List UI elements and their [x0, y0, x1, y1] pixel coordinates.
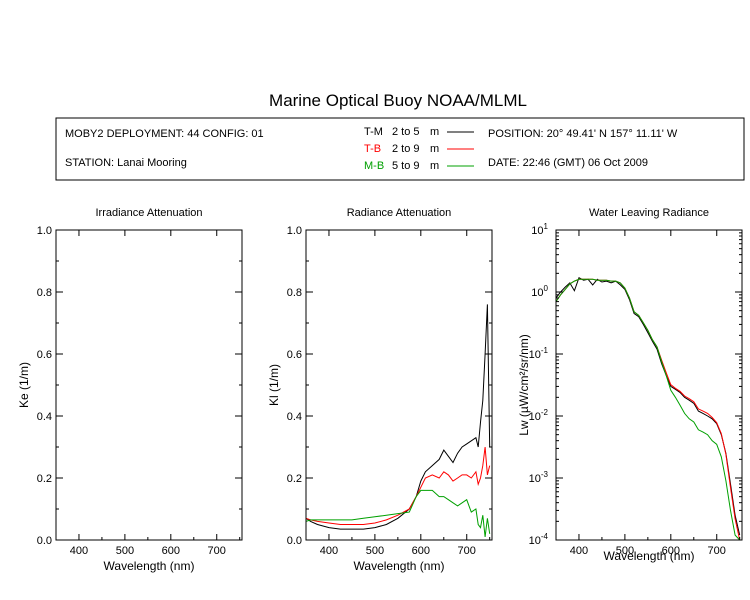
y-tick-label: 10-3 — [529, 470, 549, 485]
y-tick-label: 1.0 — [37, 225, 52, 237]
y-axis-label: Kl (1/m) — [267, 364, 281, 406]
y-tick-label: 1.0 — [287, 225, 302, 237]
series-group — [556, 276, 741, 540]
panel-title: Water Leaving Radiance — [589, 207, 709, 219]
plot-frame — [555, 229, 743, 541]
y-tick-label: 101 — [531, 222, 548, 237]
legend-range: 5 to 9 — [392, 160, 420, 172]
x-tick-label: 400 — [570, 545, 588, 557]
x-tick-label: 600 — [412, 545, 430, 557]
y-tick-label: 0.0 — [37, 535, 52, 547]
plot-frame — [55, 229, 243, 541]
legend-unit: m — [430, 143, 439, 155]
x-axis-label: Wavelength (nm) — [604, 549, 695, 563]
y-tick-label: 0.2 — [37, 473, 52, 485]
x-axis-label: Wavelength (nm) — [354, 559, 445, 573]
irradiance-panel: Irradiance Attenuation 400 500 600 700 0.0 0.2… — [17, 207, 243, 573]
info-box: MOBY2 DEPLOYMENT: 44 CONFIG: 01 STATION:… — [55, 117, 745, 181]
y-tick-label: 0.6 — [287, 349, 302, 361]
date-text: DATE: 22:46 (GMT) 06 Oct 2009 — [488, 157, 648, 169]
legend-range: 2 to 5 — [392, 126, 420, 138]
y-tick-label: 0.6 — [37, 349, 52, 361]
y-tick-label: 100 — [531, 284, 548, 299]
info-box-frame — [55, 117, 745, 181]
legend-name: T-B — [364, 143, 381, 155]
y-tick-label: 10-2 — [529, 408, 549, 423]
radiance-panel: Radiance Attenuation 400 500 600 700 0.0 0.2 0.… — [267, 207, 493, 573]
series-line-t-b — [306, 446, 491, 525]
legend-name: T-M — [364, 126, 383, 138]
y-tick-label: 0.8 — [287, 287, 302, 299]
legend-entry-t-b: T-B 2 to 9 m — [364, 143, 474, 155]
panel-title: Irradiance Attenuation — [95, 207, 202, 219]
legend-range: 2 to 9 — [392, 143, 420, 155]
panel-title: Radiance Attenuation — [347, 207, 452, 219]
x-tick-label: 600 — [162, 545, 180, 557]
legend-entry-m-b: M-B 5 to 9 m — [364, 160, 474, 172]
x-axis-label: Wavelength (nm) — [104, 559, 195, 573]
water-leaving-panel: Water Leaving Radiance 400 500 600 700 10-4 10… — [517, 207, 743, 563]
series-line-t-m — [306, 304, 491, 530]
figure-title: Marine Optical Buoy NOAA/MLML — [269, 91, 527, 110]
y-tick-label: 10-4 — [529, 532, 549, 547]
legend-unit: m — [430, 126, 439, 138]
position-text: POSITION: 20° 49.41' N 157° 11.11' W — [488, 128, 678, 140]
y-tick-label: 0.8 — [37, 287, 52, 299]
x-tick-label: 500 — [366, 545, 384, 557]
x-tick-label: 500 — [616, 545, 634, 557]
y-tick-label: 0.2 — [287, 473, 302, 485]
station-text: STATION: Lanai Mooring — [65, 157, 187, 169]
series-line-t-m — [556, 276, 741, 536]
x-tick-label: 600 — [662, 545, 680, 557]
x-tick-label: 700 — [708, 545, 726, 557]
y-axis-label: Ke (1/m) — [17, 362, 31, 408]
series-group — [306, 304, 491, 537]
legend-unit: m — [430, 160, 439, 172]
x-tick-label: 500 — [116, 545, 134, 557]
y-tick-label: 0.0 — [287, 535, 302, 547]
legend: T-M 2 to 5 m T-B 2 to 9 m M-B 5 to 9 m — [364, 126, 474, 172]
y-tick-label: 10-1 — [529, 346, 549, 361]
x-tick-label: 700 — [458, 545, 476, 557]
series-line-m-b — [306, 489, 491, 537]
x-tick-label: 400 — [320, 545, 338, 557]
legend-name: M-B — [364, 160, 384, 172]
legend-entry-t-m: T-M 2 to 5 m — [364, 126, 474, 138]
series-line-t-b — [556, 278, 741, 540]
y-tick-label: 0.4 — [287, 411, 302, 423]
x-tick-label: 700 — [208, 545, 226, 557]
deployment-text: MOBY2 DEPLOYMENT: 44 CONFIG: 01 — [65, 128, 264, 140]
plot-frame — [305, 229, 493, 541]
y-tick-label: 0.4 — [37, 411, 52, 423]
y-axis-label: Lw (µW/cm²/sr/nm) — [517, 334, 531, 436]
series-line-m-b — [556, 278, 741, 540]
x-tick-label: 400 — [70, 545, 88, 557]
